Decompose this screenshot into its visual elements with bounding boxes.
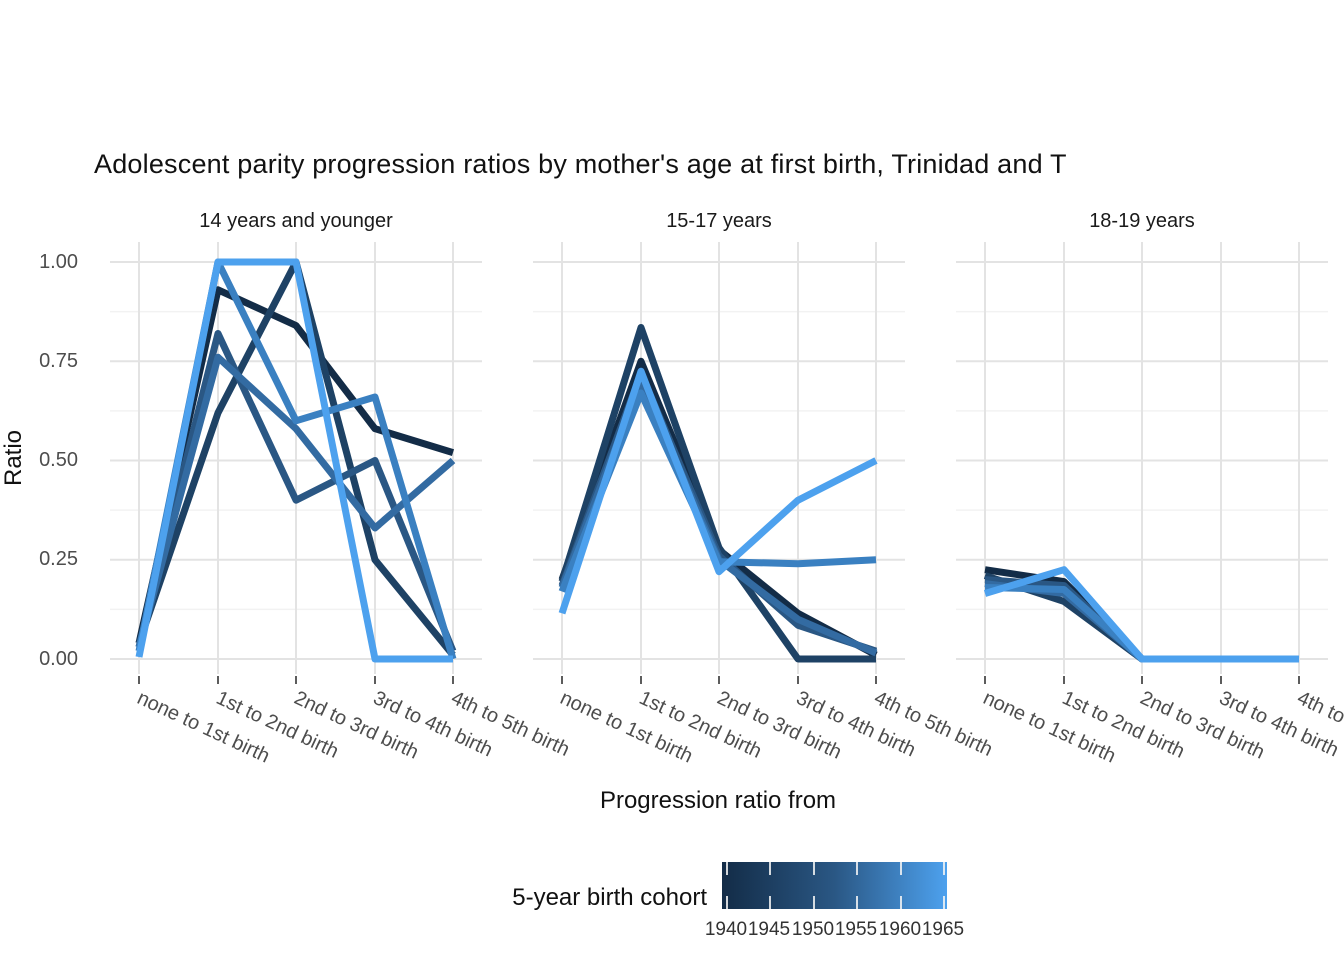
x-tick-label: none to 1st birth [556, 687, 696, 768]
legend-tick-label: 1945 [747, 919, 791, 940]
colorbar-tick [900, 896, 902, 909]
facet-panel-3 [956, 242, 1328, 684]
cohort-line-1950 [135, 330, 457, 653]
y-tick-label: 0.75 [39, 350, 78, 372]
colorbar-tick [726, 896, 728, 909]
y-tick-label: 0.50 [39, 449, 78, 471]
legend-tick-label: 1950 [791, 919, 835, 940]
x-tick-label: none to 1st birth [133, 687, 273, 768]
colorbar-tick [943, 862, 945, 875]
facet-strip-label-1: 14 years and younger [199, 210, 393, 232]
cohort-line-1965 [983, 566, 1299, 663]
colorbar-tick [726, 862, 728, 875]
y-tick-label: 1.00 [39, 251, 78, 273]
colorbar-tick [856, 862, 858, 875]
x-axis-title: Progression ratio from [599, 787, 837, 814]
facet-panel-2 [533, 242, 905, 684]
cohort-line-1955 [135, 353, 456, 649]
colorbar-tick [813, 896, 815, 909]
cohort-line-1965 [135, 258, 453, 663]
colorbar-tick [856, 896, 858, 909]
facet-strip-label-2: 15-17 years [666, 210, 772, 232]
legend-tick-label: 1960 [878, 919, 922, 940]
colorbar-tick [900, 862, 902, 875]
colorbar-tick [769, 896, 771, 909]
chart-title: Adolescent parity progression ratios by … [94, 149, 1067, 179]
y-tick-label: 0.00 [39, 648, 78, 670]
cohort-line-1965 [558, 367, 878, 615]
legend-tick-label: 1965 [921, 919, 965, 940]
legend-colorbar [722, 862, 947, 909]
legend-tick-labels: 1940 1945 1950 1955 1960 1965 [705, 919, 964, 941]
y-tick-label: 0.25 [39, 548, 78, 570]
facet-panel-1 [110, 242, 482, 684]
legend-title: 5-year birth cohort [512, 884, 707, 911]
legend-tick-label: 1955 [834, 919, 878, 940]
x-tick-label: none to 1st birth [979, 687, 1119, 768]
colorbar-tick [813, 862, 815, 875]
colorbar-tick [769, 862, 771, 875]
facet-strip-label-3: 18-19 years [1089, 210, 1195, 232]
colorbar-tick [943, 896, 945, 909]
legend-tick-label: 1940 [704, 919, 748, 940]
